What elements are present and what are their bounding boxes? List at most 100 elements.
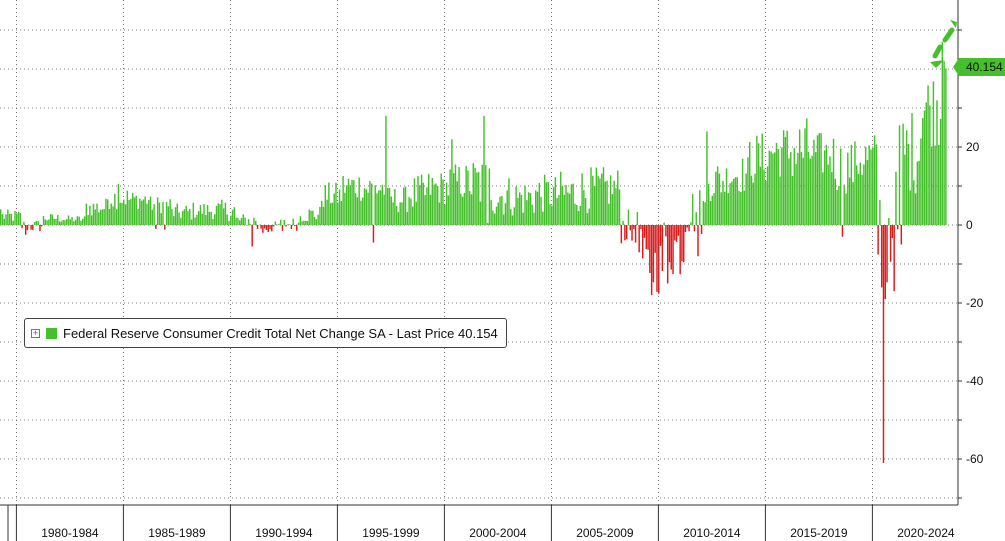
bar xyxy=(369,180,371,225)
bar xyxy=(781,147,783,225)
bar xyxy=(333,193,335,225)
bar xyxy=(271,225,273,232)
bar xyxy=(429,194,432,225)
bar xyxy=(426,187,428,225)
bar xyxy=(490,200,492,225)
bar xyxy=(524,185,526,225)
bar xyxy=(146,203,148,225)
bar xyxy=(32,225,34,230)
legend-toggle-icon[interactable]: + xyxy=(31,328,40,338)
bars xyxy=(0,41,947,463)
bar xyxy=(847,152,849,225)
bar xyxy=(668,225,671,263)
bar xyxy=(854,141,856,225)
bar xyxy=(576,204,578,225)
bar xyxy=(265,225,268,230)
bar xyxy=(590,167,592,225)
bar xyxy=(606,180,608,225)
bar xyxy=(914,193,917,225)
bar xyxy=(642,225,644,259)
bar xyxy=(78,216,80,225)
bar xyxy=(724,191,726,225)
bar xyxy=(700,225,703,234)
bar xyxy=(593,185,596,225)
bar xyxy=(918,160,920,225)
bar xyxy=(845,193,847,225)
bar xyxy=(17,211,20,225)
bar xyxy=(283,219,285,225)
bar xyxy=(807,151,810,225)
bar xyxy=(752,182,755,225)
bar xyxy=(813,139,815,225)
bar xyxy=(89,205,91,225)
bar xyxy=(686,225,689,228)
bar xyxy=(46,220,48,225)
bar xyxy=(476,172,478,225)
bar xyxy=(26,225,29,231)
bar xyxy=(458,167,460,225)
bar xyxy=(322,206,325,225)
x-tick-label: 1995-1999 xyxy=(362,526,420,540)
bar xyxy=(278,223,280,225)
bar xyxy=(761,133,763,225)
bar xyxy=(650,225,653,296)
bar xyxy=(743,190,746,225)
bar xyxy=(913,180,915,225)
bar xyxy=(313,216,316,225)
bar xyxy=(638,225,640,253)
bar xyxy=(274,221,277,225)
bar xyxy=(850,144,853,225)
bar xyxy=(877,225,879,255)
bar xyxy=(884,225,886,300)
bar xyxy=(622,220,624,225)
bar xyxy=(907,143,910,225)
bar xyxy=(561,185,564,225)
bar xyxy=(422,182,425,225)
bar xyxy=(565,185,567,225)
bar xyxy=(775,142,778,225)
bar xyxy=(417,176,419,225)
bar xyxy=(299,216,302,225)
bar xyxy=(517,197,519,225)
bar xyxy=(522,212,524,225)
bar xyxy=(688,225,690,232)
bar xyxy=(556,198,558,225)
bar xyxy=(472,163,475,225)
bar xyxy=(574,203,576,225)
bar xyxy=(663,222,665,225)
bar xyxy=(304,220,307,225)
bar xyxy=(367,192,369,225)
bar xyxy=(262,225,264,233)
bar xyxy=(709,201,712,225)
bar xyxy=(337,202,339,225)
bar xyxy=(483,115,485,225)
bar xyxy=(433,184,435,225)
bar xyxy=(497,202,499,225)
bar xyxy=(460,193,462,225)
bar xyxy=(527,192,530,225)
bar xyxy=(390,196,392,225)
bar xyxy=(470,194,473,225)
bar xyxy=(178,212,180,225)
bar xyxy=(180,217,182,225)
bar xyxy=(16,213,18,225)
bar xyxy=(943,61,945,226)
bar xyxy=(938,144,940,225)
bar xyxy=(904,154,906,225)
bar xyxy=(158,202,161,225)
bar xyxy=(831,171,833,225)
bar xyxy=(861,174,863,225)
bar xyxy=(155,225,157,229)
bar xyxy=(415,201,417,225)
bar xyxy=(508,178,510,225)
bar xyxy=(456,181,458,225)
bar xyxy=(759,166,762,225)
bar xyxy=(633,225,635,229)
bar xyxy=(35,220,38,225)
bar xyxy=(413,178,416,225)
bar xyxy=(165,201,168,225)
legend[interactable]: + Federal Reserve Consumer Credit Total … xyxy=(24,318,507,348)
bar xyxy=(151,209,154,225)
bar xyxy=(397,212,400,225)
bar xyxy=(895,171,897,225)
